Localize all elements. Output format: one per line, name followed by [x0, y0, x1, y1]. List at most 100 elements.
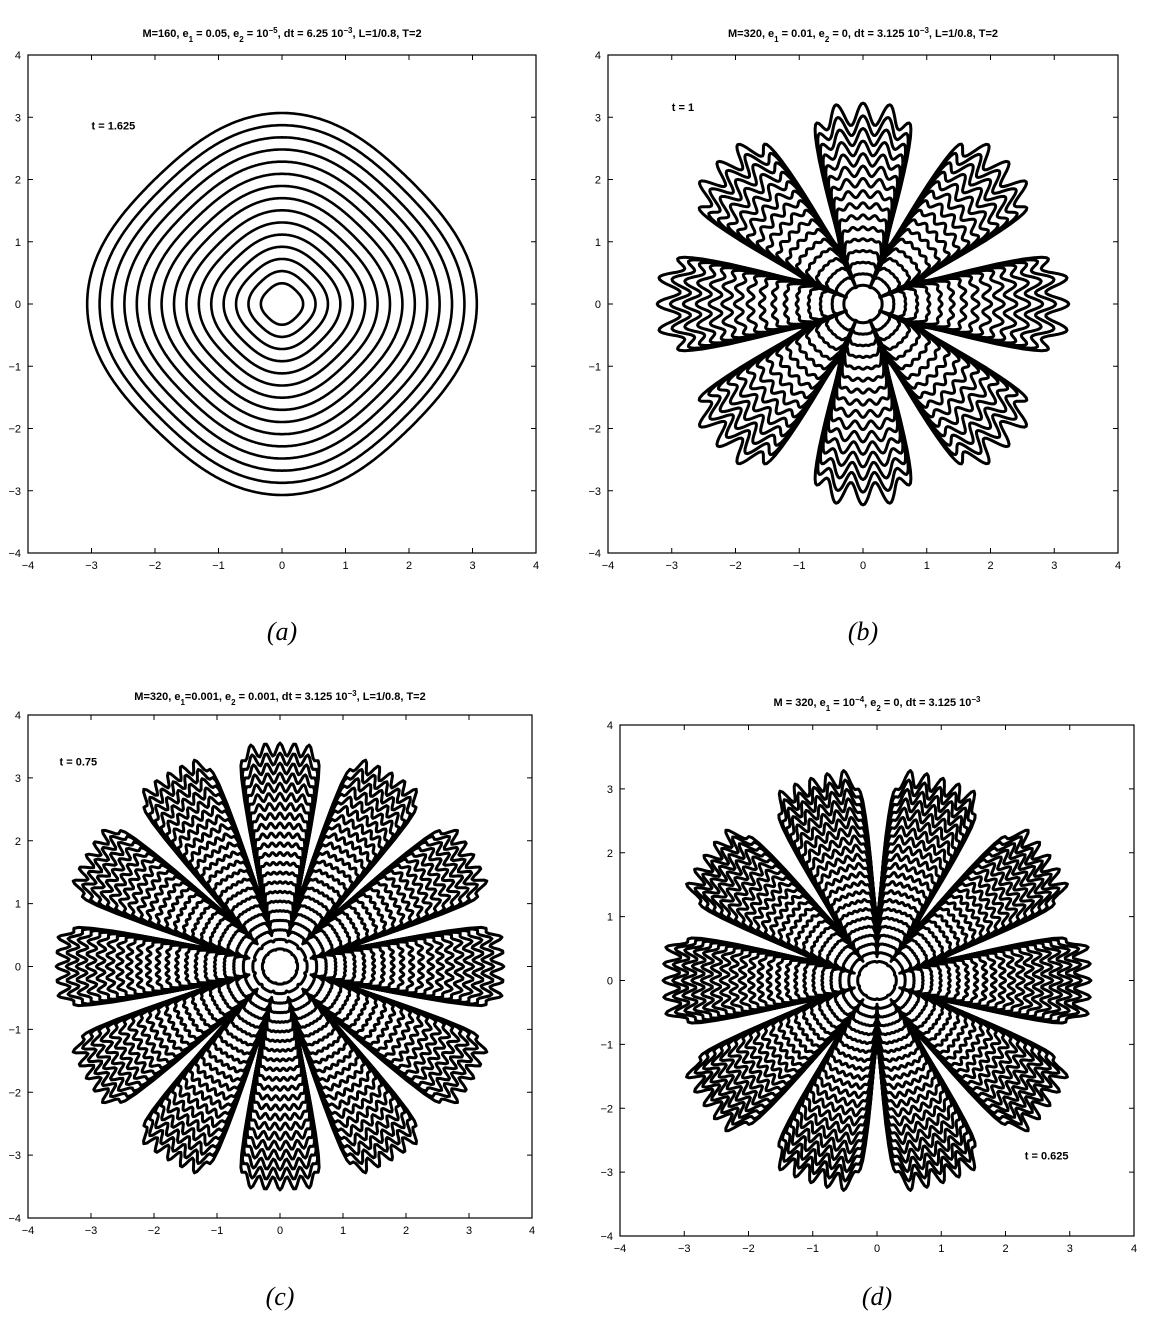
- x-tick-label: 3: [1067, 1243, 1073, 1255]
- y-tick-label: −3: [8, 1150, 21, 1162]
- panel-title: M=320, e1=0.001, e2 = 0.001, dt = 3.125 …: [134, 689, 425, 707]
- y-tick-label: −4: [588, 548, 601, 560]
- front-curve: [136, 823, 424, 1110]
- y-tick-label: −3: [600, 1167, 613, 1179]
- x-tick-label: −3: [665, 560, 678, 572]
- y-tick-label: 0: [595, 299, 601, 311]
- x-tick-label: −1: [211, 1225, 224, 1237]
- front-curve: [808, 251, 918, 358]
- front-curve: [657, 103, 1069, 505]
- y-tick-label: 3: [15, 773, 21, 785]
- panel-a: M=160, e1 = 0.05, e2 = 10−5, dt = 6.25 1…: [8, 26, 539, 647]
- front-curve: [249, 271, 316, 337]
- y-tick-label: 1: [15, 237, 21, 249]
- y-tick-label: −2: [8, 424, 21, 436]
- front-curve: [701, 808, 1052, 1153]
- front-curve: [149, 174, 415, 434]
- y-tick-label: 0: [607, 976, 613, 988]
- front-curve: [772, 215, 955, 393]
- x-tick-label: 2: [987, 560, 993, 572]
- front-curve: [96, 783, 463, 1150]
- panel-b: M=320, e1 = 0.01, e2 = 0, dt = 3.125 10−…: [588, 26, 1121, 647]
- x-tick-label: 3: [1051, 560, 1057, 572]
- x-tick-label: 2: [403, 1225, 409, 1237]
- panel-title: M=160, e1 = 0.05, e2 = 10−5, dt = 6.25 1…: [142, 26, 421, 44]
- front-curve: [832, 274, 894, 334]
- x-tick-label: 1: [938, 1243, 944, 1255]
- y-tick-label: 3: [607, 784, 613, 796]
- x-tick-label: 0: [277, 1225, 283, 1237]
- y-tick-label: −2: [600, 1103, 613, 1115]
- y-tick-label: 0: [15, 299, 21, 311]
- x-tick-label: 0: [860, 560, 866, 572]
- time-annotation: t = 1.625: [92, 121, 136, 133]
- y-tick-label: −2: [8, 1087, 21, 1099]
- front-curve: [261, 283, 303, 324]
- time-annotation: t = 0.75: [60, 756, 98, 768]
- x-tick-label: 3: [466, 1225, 472, 1237]
- panel-d: M = 320, e1 = 10−4, e2 = 0, dt = 3.125 1…: [600, 695, 1137, 1312]
- x-tick-label: 2: [1002, 1243, 1008, 1255]
- front-curve: [87, 113, 477, 495]
- y-tick-label: −1: [8, 1024, 21, 1036]
- panel-caption: (d): [862, 1282, 892, 1311]
- front-curve: [709, 154, 1017, 455]
- x-tick-label: −4: [22, 560, 35, 572]
- y-tick-label: 2: [607, 848, 613, 860]
- front-curve: [759, 203, 966, 405]
- x-tick-label: −4: [22, 1225, 35, 1237]
- front-curves: [663, 771, 1091, 1191]
- x-tick-label: −4: [614, 1243, 627, 1255]
- y-tick-label: 2: [15, 836, 21, 848]
- x-tick-label: −1: [212, 560, 225, 572]
- x-tick-label: 0: [279, 560, 285, 572]
- y-tick-label: −4: [8, 548, 21, 560]
- x-tick-label: −2: [729, 560, 742, 572]
- front-curve: [156, 843, 404, 1091]
- y-tick-label: 4: [15, 710, 21, 722]
- y-tick-label: −4: [8, 1213, 21, 1225]
- x-tick-label: −3: [85, 1225, 98, 1237]
- front-curve: [262, 949, 297, 984]
- x-tick-label: 4: [1115, 560, 1121, 572]
- x-tick-label: −3: [678, 1243, 691, 1255]
- y-tick-label: −4: [600, 1231, 613, 1243]
- front-curve: [186, 210, 377, 397]
- time-annotation: t = 1: [672, 102, 694, 114]
- front-curve: [844, 285, 882, 322]
- front-curve: [739, 845, 1015, 1116]
- front-curve: [224, 247, 341, 361]
- front-curve: [858, 962, 897, 1000]
- y-tick-label: −1: [600, 1039, 613, 1051]
- y-tick-label: −2: [588, 424, 601, 436]
- front-curve: [767, 873, 987, 1089]
- panel-title: M=320, e1 = 0.01, e2 = 0, dt = 3.125 10−…: [728, 26, 998, 44]
- y-tick-label: 2: [595, 175, 601, 187]
- front-curve: [66, 753, 493, 1180]
- y-tick-label: 1: [607, 912, 613, 924]
- front-curve: [683, 129, 1042, 480]
- y-tick-label: 3: [15, 112, 21, 124]
- x-tick-label: −3: [85, 560, 98, 572]
- x-tick-label: 4: [529, 1225, 535, 1237]
- front-curve: [730, 836, 1025, 1125]
- front-curve: [722, 166, 1005, 442]
- panel-caption: (c): [266, 1282, 295, 1311]
- axes-box: [28, 715, 532, 1218]
- front-curve: [106, 793, 453, 1140]
- front-curve: [195, 882, 365, 1052]
- x-tick-label: −1: [793, 560, 806, 572]
- y-tick-label: 4: [15, 50, 21, 62]
- front-curve: [670, 116, 1055, 492]
- x-tick-label: −2: [149, 560, 162, 572]
- panel-caption: (a): [267, 617, 297, 646]
- panel-caption: (b): [848, 617, 878, 646]
- front-curve: [166, 852, 395, 1080]
- y-tick-label: 4: [595, 50, 601, 62]
- front-curve: [711, 817, 1043, 1143]
- front-curve: [86, 773, 473, 1160]
- x-tick-label: 3: [469, 560, 475, 572]
- y-tick-label: 4: [607, 720, 613, 732]
- x-tick-label: 2: [406, 560, 412, 572]
